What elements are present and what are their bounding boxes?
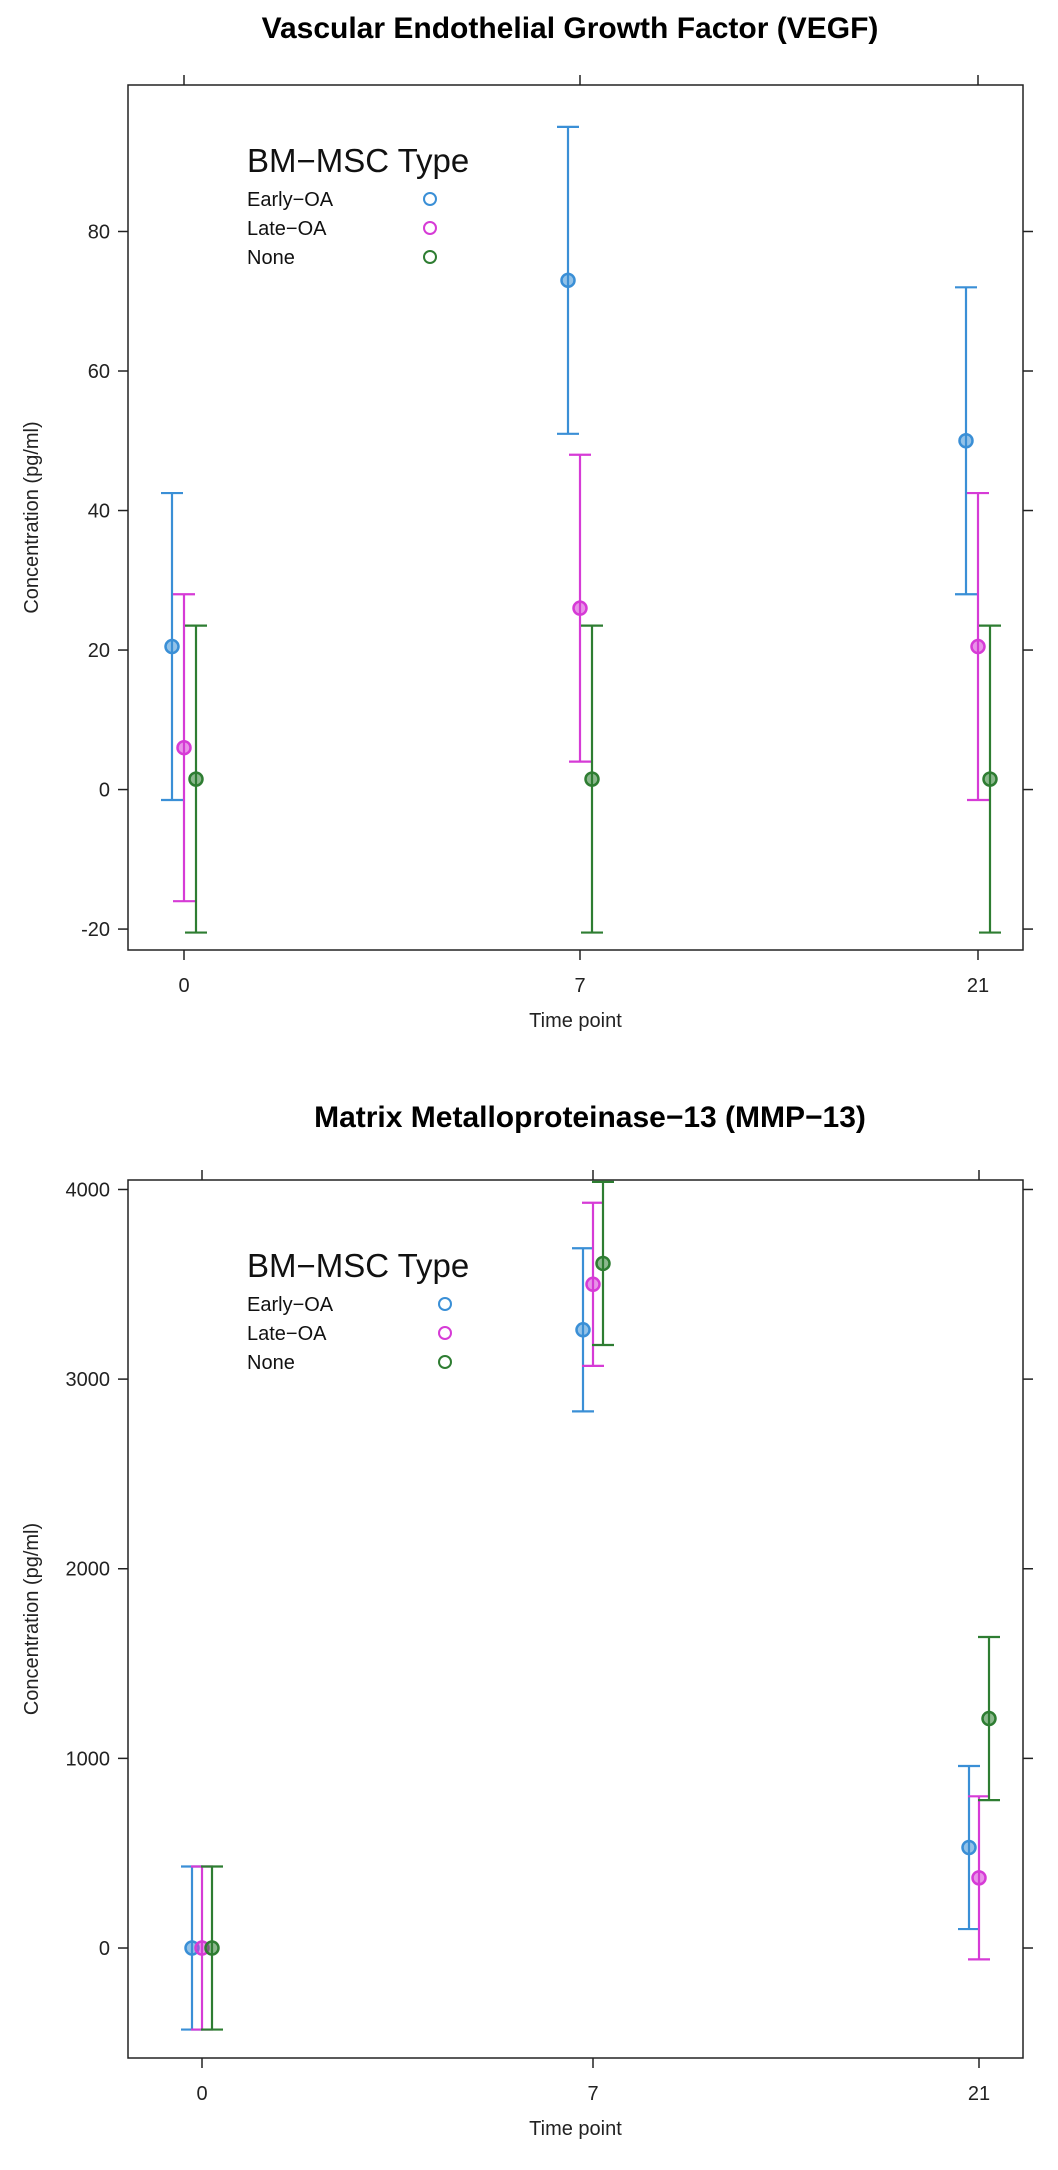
- data-point: [188, 771, 204, 787]
- data-point: [176, 739, 192, 756]
- x-tick-label: 7: [587, 2083, 598, 2105]
- data-point: [981, 1710, 997, 1727]
- y-tick-label: 3000: [66, 1369, 111, 1391]
- data-point: [971, 1870, 987, 1886]
- legend-item-label: None: [247, 1352, 295, 1374]
- y-tick-label: 20: [88, 640, 110, 662]
- data-point: [585, 1276, 601, 1293]
- y-axis-label: Concentration (pg/ml): [21, 421, 43, 613]
- legend-title: BM−MSC Type: [247, 1247, 469, 1284]
- chart-title: Matrix Metalloproteinase−13 (MMP−13): [314, 1101, 866, 1134]
- data-point: [958, 433, 974, 449]
- data-point: [572, 600, 588, 616]
- data-point: [982, 771, 998, 787]
- legend-item-label: None: [247, 247, 295, 269]
- x-axis-label: Time point: [529, 1010, 622, 1032]
- data-point: [584, 771, 600, 787]
- legend-symbol: [423, 192, 437, 206]
- mmp13-chart: Matrix Metalloproteinase−13 (MMP−13) 0 100…: [21, 1101, 1033, 2140]
- x-tick-label: 0: [178, 975, 189, 997]
- data-point: [961, 1839, 977, 1856]
- x-axis-label: Time point: [529, 2118, 622, 2140]
- plot-frame: [127, 84, 1024, 951]
- plot-frame: [127, 1179, 1024, 2059]
- vegf-chart: Vascular Endothelial Growth Factor (VEGF…: [21, 12, 1033, 1032]
- y-axis-label: Concentration (pg/ml): [21, 1523, 43, 1715]
- x-tick-label: 0: [196, 2083, 207, 2105]
- legend-symbol: [438, 1355, 452, 1369]
- legend-item-label: Early−OA: [247, 1294, 334, 1316]
- data-point: [970, 638, 986, 655]
- legend-symbol: [438, 1326, 452, 1340]
- x-tick-label: 7: [574, 975, 585, 997]
- legend-item-label: Early−OA: [247, 189, 334, 211]
- x-tick-label: 21: [967, 975, 989, 997]
- y-tick-label: 4000: [66, 1179, 111, 1201]
- data-point: [164, 638, 180, 655]
- legend-item-label: Late−OA: [247, 218, 327, 240]
- x-tick-label: 21: [968, 2083, 990, 2105]
- y-tick-label: -20: [81, 919, 110, 941]
- legend-item-label: Late−OA: [247, 1323, 327, 1345]
- legend-symbol: [438, 1297, 452, 1311]
- data-point: [575, 1322, 591, 1338]
- y-tick-label: 1000: [66, 1748, 111, 1770]
- legend-title: BM−MSC Type: [247, 142, 469, 179]
- y-tick-label: 0: [99, 780, 110, 802]
- legend-symbol: [423, 221, 437, 235]
- legend-symbol: [423, 250, 437, 264]
- data-point: [595, 1255, 611, 1272]
- data-point: [560, 272, 576, 289]
- y-tick-label: 40: [88, 501, 110, 523]
- y-tick-label: 2000: [66, 1559, 111, 1581]
- y-tick-label: 0: [99, 1938, 110, 1960]
- data-point: [204, 1940, 220, 1956]
- chart-title: Vascular Endothelial Growth Factor (VEGF…: [262, 12, 879, 45]
- y-tick-label: 60: [88, 361, 110, 383]
- y-tick-label: 80: [88, 221, 110, 243]
